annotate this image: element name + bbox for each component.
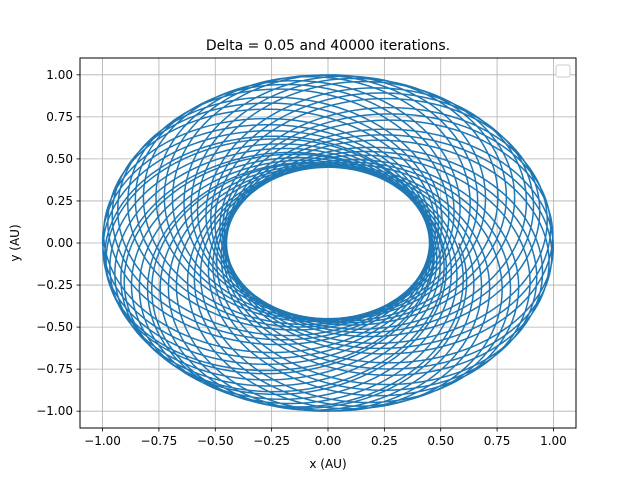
orbit-curve (101, 74, 555, 412)
y-axis-ticks: −1.00 −0.75 −0.50 −0.25 0.00 0.25 0.50 0.75 1.00 (36, 68, 80, 418)
y-tick-label: −0.50 (36, 320, 73, 334)
y-tick-label: 0.75 (46, 110, 73, 124)
y-tick-label: −1.00 (36, 404, 73, 418)
x-axis-ticks: −1.00 −0.75 −0.50 −0.25 0.00 0.25 0.50 0.75 1.00 (84, 428, 567, 448)
chart-title: Delta = 0.05 and 40000 iterations. (206, 38, 450, 54)
y-tick-label: 1.00 (46, 68, 73, 82)
orbit-series-line (101, 74, 555, 412)
y-tick-label: −0.75 (36, 362, 73, 376)
y-axis-label: y (AU) (8, 224, 22, 261)
x-axis-label: x (AU) (309, 457, 346, 471)
x-tick-label: −0.25 (253, 434, 290, 448)
x-tick-label: −0.75 (141, 434, 178, 448)
x-tick-label: 0.50 (427, 434, 454, 448)
x-tick-label: 0.00 (315, 434, 342, 448)
x-tick-label: −1.00 (84, 434, 121, 448)
y-tick-label: 0.00 (46, 236, 73, 250)
y-tick-label: 0.25 (46, 194, 73, 208)
y-tick-label: −0.25 (36, 278, 73, 292)
x-tick-label: 0.75 (484, 434, 511, 448)
legend-box[interactable] (555, 64, 571, 78)
x-tick-label: 0.25 (371, 434, 398, 448)
x-tick-label: −0.50 (197, 434, 234, 448)
y-tick-label: 0.50 (46, 152, 73, 166)
x-tick-label: 1.00 (540, 434, 567, 448)
